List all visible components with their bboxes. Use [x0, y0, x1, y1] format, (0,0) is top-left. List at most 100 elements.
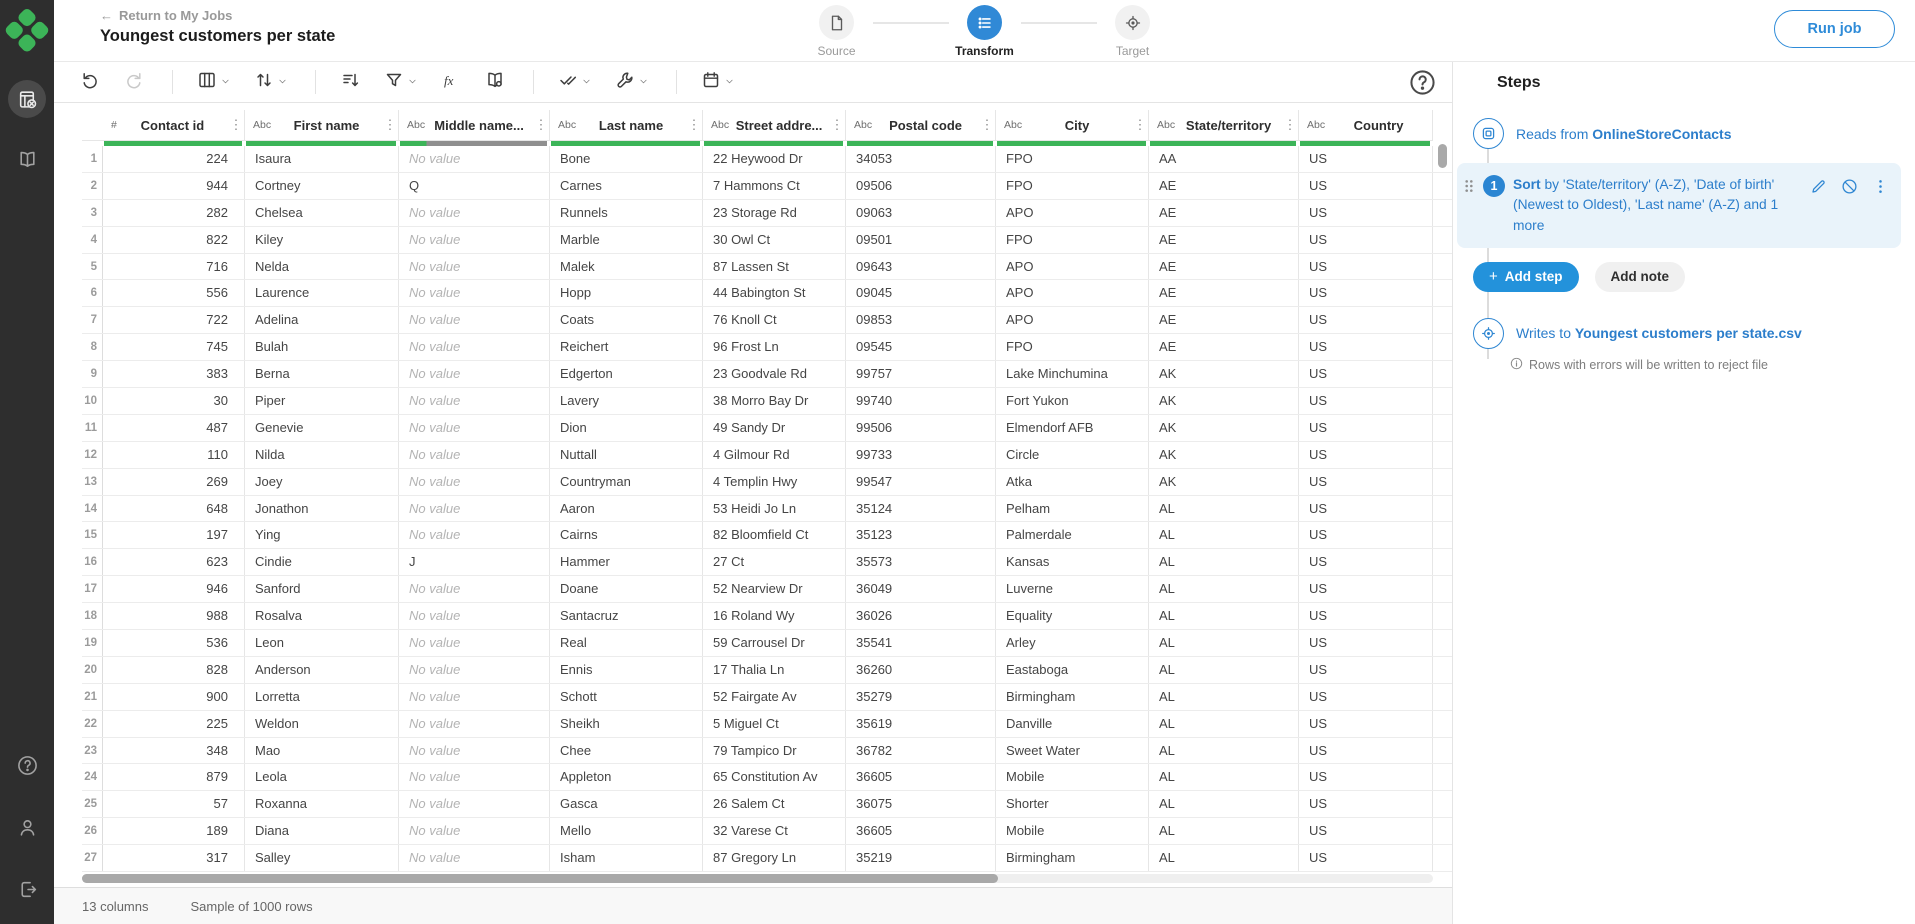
table-cell[interactable]: No value [399, 253, 550, 280]
table-cell[interactable]: No value [399, 845, 550, 872]
table-cell[interactable]: US [1299, 388, 1433, 414]
stepper-source[interactable]: Source [801, 5, 873, 58]
table-cell[interactable]: Shorter [996, 791, 1149, 818]
vertical-scrollbar[interactable] [1438, 139, 1447, 869]
table-cell[interactable]: APO [996, 280, 1149, 307]
table-cell[interactable]: Roxanna [245, 791, 399, 818]
table-cell[interactable]: Hammer [550, 549, 703, 576]
table-cell[interactable]: 52 Fairgate Av [703, 683, 846, 710]
table-cell[interactable]: 4 Gilmour Rd [703, 441, 846, 468]
table-cell[interactable]: 623 [103, 549, 245, 576]
table-cell[interactable]: 76 Knoll Ct [703, 307, 846, 334]
table-cell[interactable]: 96 Frost Ln [703, 334, 846, 361]
table-cell[interactable]: 225 [103, 710, 245, 737]
table-cell[interactable]: 36782 [846, 737, 996, 764]
table-cell[interactable]: Malek [550, 253, 703, 280]
table-cell[interactable]: Rosalva [245, 603, 399, 630]
table-cell[interactable]: AE [1149, 253, 1299, 280]
table-cell[interactable]: Countryman [550, 468, 703, 495]
table-cell[interactable]: No value [399, 468, 550, 495]
column-header-state-territory[interactable]: Abc State/territory ⋮ [1149, 110, 1299, 146]
table-cell[interactable]: Nilda [245, 441, 399, 468]
table-cell[interactable]: 36260 [846, 656, 996, 683]
column-menu-icon[interactable]: ⋮ [830, 117, 844, 132]
table-cell[interactable]: AL [1149, 845, 1299, 872]
table-cell[interactable]: AK [1149, 361, 1299, 388]
horizontal-scrollbar-thumb[interactable] [82, 874, 998, 883]
table-cell[interactable]: AL [1149, 710, 1299, 737]
table-cell[interactable]: AL [1149, 791, 1299, 818]
table-cell[interactable]: 745 [103, 334, 245, 361]
library-icon[interactable] [8, 140, 46, 178]
table-cell[interactable]: Doane [550, 576, 703, 603]
table-cell[interactable]: Isham [550, 845, 703, 872]
column-menu-icon[interactable]: ⋮ [1283, 117, 1297, 132]
table-cell[interactable]: 79 Tampico Dr [703, 737, 846, 764]
table-cell[interactable]: Nuttall [550, 441, 703, 468]
table-cell[interactable]: 22 Heywood Dr [703, 146, 846, 172]
table-cell[interactable]: 35123 [846, 522, 996, 549]
table-cell[interactable]: 722 [103, 307, 245, 334]
disable-step-icon[interactable] [1841, 178, 1858, 236]
table-cell[interactable]: No value [399, 522, 550, 549]
table-cell[interactable]: Real [550, 630, 703, 656]
table-cell[interactable]: 09853 [846, 307, 996, 334]
table-cell[interactable]: Santacruz [550, 603, 703, 630]
table-cell[interactable]: US [1299, 576, 1433, 603]
table-cell[interactable]: Atka [996, 468, 1149, 495]
table-cell[interactable]: No value [399, 630, 550, 656]
table-cell[interactable]: 317 [103, 845, 245, 872]
table-cell[interactable]: 16 Roland Wy [703, 603, 846, 630]
table-cell[interactable]: Hopp [550, 280, 703, 307]
table-cell[interactable]: No value [399, 226, 550, 253]
stepper-transform[interactable]: Transform [949, 5, 1021, 58]
table-cell[interactable]: J [399, 549, 550, 576]
table-cell[interactable]: 35124 [846, 495, 996, 522]
table-cell[interactable]: AE [1149, 280, 1299, 307]
calendar-button[interactable] [701, 70, 734, 95]
table-cell[interactable]: Dion [550, 414, 703, 441]
jobs-icon[interactable] [8, 80, 46, 118]
table-cell[interactable]: AL [1149, 522, 1299, 549]
table-cell[interactable]: No value [399, 414, 550, 441]
table-cell[interactable]: AL [1149, 576, 1299, 603]
table-cell[interactable]: US [1299, 710, 1433, 737]
table-cell[interactable]: 879 [103, 764, 245, 791]
table-cell[interactable]: Leon [245, 630, 399, 656]
formula-button[interactable]: fx [441, 70, 461, 95]
table-cell[interactable]: No value [399, 361, 550, 388]
table-cell[interactable]: Leola [245, 764, 399, 791]
table-cell[interactable]: 35219 [846, 845, 996, 872]
table-cell[interactable]: No value [399, 710, 550, 737]
table-cell[interactable]: 487 [103, 414, 245, 441]
table-cell[interactable]: 988 [103, 603, 245, 630]
table-cell[interactable]: 87 Gregory Ln [703, 845, 846, 872]
table-cell[interactable]: Pelham [996, 495, 1149, 522]
table-cell[interactable]: No value [399, 656, 550, 683]
table-cell[interactable]: 09045 [846, 280, 996, 307]
table-cell[interactable]: 26 Salem Ct [703, 791, 846, 818]
table-cell[interactable]: 49 Sandy Dr [703, 414, 846, 441]
table-cell[interactable]: 36075 [846, 791, 996, 818]
column-header-middle-name-[interactable]: Abc Middle name... ⋮ [399, 110, 550, 146]
table-cell[interactable]: Sheikh [550, 710, 703, 737]
table-cell[interactable]: 32 Varese Ct [703, 818, 846, 845]
table-cell[interactable]: Equality [996, 603, 1149, 630]
table-cell[interactable]: 383 [103, 361, 245, 388]
table-cell[interactable]: US [1299, 791, 1433, 818]
table-cell[interactable]: Kansas [996, 549, 1149, 576]
table-cell[interactable]: Palmerdale [996, 522, 1149, 549]
table-cell[interactable]: Gasca [550, 791, 703, 818]
table-cell[interactable]: Cindie [245, 549, 399, 576]
table-cell[interactable]: FPO [996, 172, 1149, 199]
table-cell[interactable]: US [1299, 549, 1433, 576]
table-cell[interactable]: 44 Babington St [703, 280, 846, 307]
writes-to-target-link[interactable]: Youngest customers per state.csv [1574, 325, 1802, 342]
table-cell[interactable]: 57 [103, 791, 245, 818]
help-button[interactable] [1409, 69, 1436, 96]
table-cell[interactable]: Mobile [996, 818, 1149, 845]
vertical-scrollbar-thumb[interactable] [1438, 144, 1447, 168]
table-cell[interactable]: AL [1149, 764, 1299, 791]
table-cell[interactable]: Fort Yukon [996, 388, 1149, 414]
table-cell[interactable]: 99733 [846, 441, 996, 468]
